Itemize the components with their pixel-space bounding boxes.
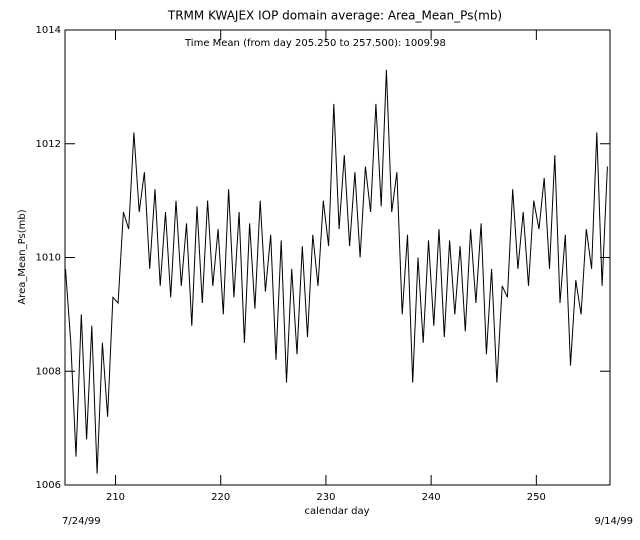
data-line (65, 69, 608, 474)
y-tick-label: 1006 (36, 480, 61, 491)
x-tick-label: 250 (527, 492, 546, 503)
x-tick-label: 210 (106, 492, 125, 503)
x-tick-label: 240 (422, 492, 441, 503)
chart-subtitle: Time Mean (from day 205.250 to 257.500):… (184, 38, 446, 49)
start-date: 7/24/99 (62, 516, 101, 527)
x-tick-label: 220 (211, 492, 230, 503)
y-tick-label: 1012 (36, 139, 61, 150)
plot-frame (64, 29, 611, 486)
x-axis-label: calendar day (304, 506, 369, 517)
y-tick-label: 1008 (36, 366, 61, 377)
y-tick-label: 1010 (36, 253, 61, 264)
chart-title: TRMM KWAJEX IOP domain average: Area_Mea… (167, 9, 502, 23)
end-date: 9/14/99 (594, 516, 633, 527)
x-tick-label: 230 (316, 492, 335, 503)
y-axis-label: Area_Mean_Ps(mb) (17, 209, 28, 304)
y-tick-label: 1014 (36, 25, 61, 36)
